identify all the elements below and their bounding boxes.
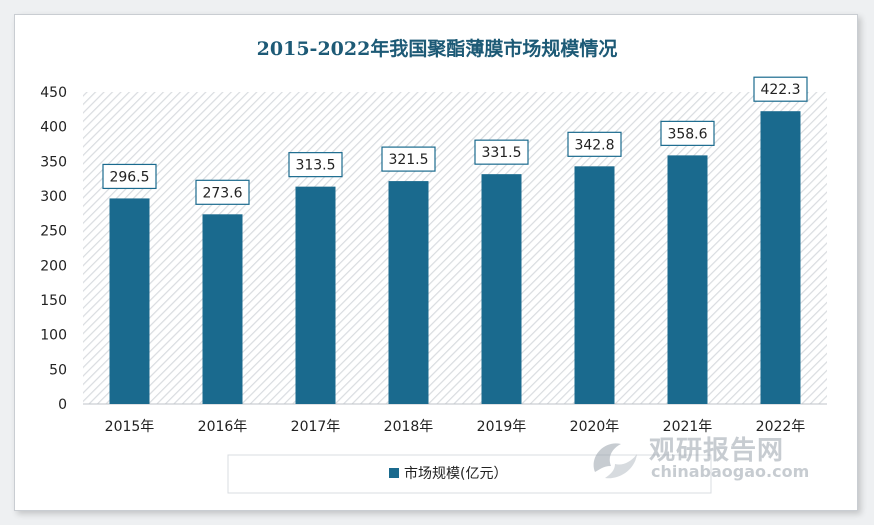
data-label: 296.5 <box>109 169 149 185</box>
y-tick-label: 0 <box>58 397 67 413</box>
data-label: 342.8 <box>574 137 614 153</box>
bar-3 <box>295 186 336 404</box>
data-label: 313.5 <box>295 158 335 174</box>
y-tick-label: 100 <box>40 328 67 344</box>
legend: 市场规模(亿元） <box>227 454 712 494</box>
data-label-box <box>195 179 250 205</box>
data-label: 358.6 <box>667 126 707 142</box>
data-label-box <box>567 131 622 157</box>
x-tick-label: 2020年 <box>570 419 620 435</box>
data-label-box <box>102 163 157 190</box>
data-label: 331.5 <box>481 145 521 161</box>
y-tick-label: 450 <box>40 85 67 101</box>
y-tick-label: 150 <box>40 293 67 309</box>
y-tick-label: 400 <box>40 120 67 136</box>
data-label: 422.3 <box>760 82 800 98</box>
data-label-box <box>381 146 436 172</box>
data-label-box <box>288 152 343 178</box>
bar-1 <box>109 198 150 404</box>
y-tick-label: 300 <box>40 189 67 205</box>
x-tick-label: 2017年 <box>291 419 341 435</box>
bar-7 <box>667 155 708 404</box>
bar-6 <box>574 166 615 404</box>
x-tick-label: 2016年 <box>198 419 248 435</box>
data-label-box <box>753 76 808 102</box>
legend-swatch <box>389 468 399 478</box>
bar-5 <box>481 174 522 404</box>
data-label-box <box>660 120 715 146</box>
chart-title: 2015-2022年我国聚酯薄膜市场规模情况 <box>257 37 618 60</box>
y-tick-label: 350 <box>40 154 67 170</box>
plot-area-hatch <box>83 92 827 404</box>
y-tick-label: 250 <box>40 224 67 240</box>
bar-8 <box>760 111 801 405</box>
x-tick-label: 2021年 <box>663 419 713 435</box>
y-tick-label: 50 <box>49 362 67 378</box>
data-label: 273.6 <box>202 185 242 201</box>
data-label-box <box>474 139 529 165</box>
x-tick-label: 2022年 <box>756 419 806 435</box>
x-tick-label: 2019年 <box>477 419 527 435</box>
y-tick-label: 200 <box>40 258 67 274</box>
x-tick-label: 2018年 <box>384 419 434 435</box>
x-tick-label: 2015年 <box>105 419 155 435</box>
legend-label: 市场规模(亿元） <box>404 465 507 482</box>
bar-4 <box>388 181 429 404</box>
data-label: 321.5 <box>388 152 428 168</box>
bar-2 <box>202 214 243 404</box>
